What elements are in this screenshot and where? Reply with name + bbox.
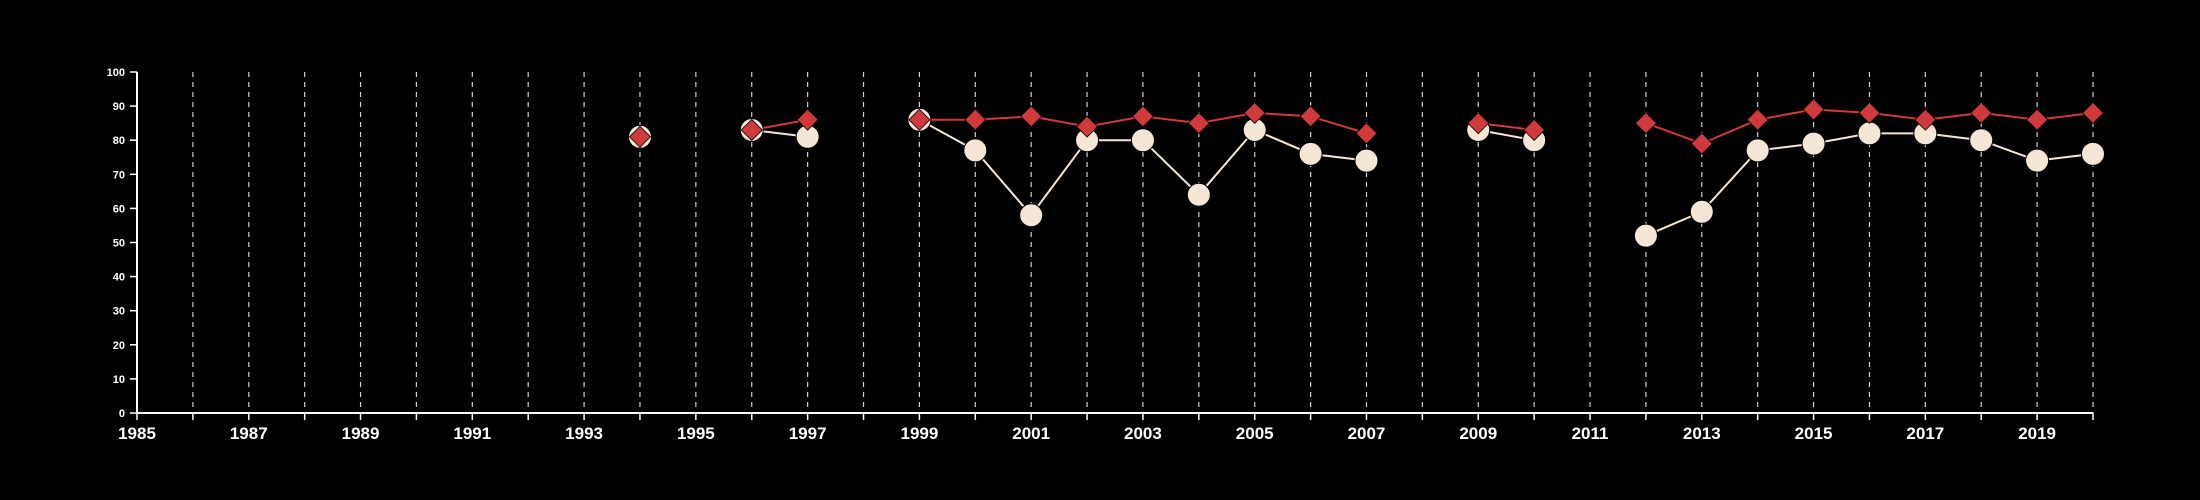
y-tick-label: 0 [119,408,125,420]
series-1-point-2014 [1746,108,1769,131]
x-tick-label: 1995 [677,424,715,443]
series-1-point-2002 [1075,115,1099,138]
series-0-point-2014 [1745,138,1770,163]
series-0-point-2001 [1019,203,1044,228]
y-tick-label: 40 [113,272,125,284]
y-tick-label: 50 [113,238,125,250]
series-1-point-2012 [1634,112,1657,135]
series-1-point-2001 [1020,105,1043,128]
y-tick-label: 90 [113,101,125,113]
series-0-point-2018 [1969,128,1994,153]
x-tick-label: 1989 [342,424,380,443]
series-0-point-2000 [963,138,988,163]
series-0-point-2015 [1801,131,1826,156]
series-0-point-2003 [1130,128,1155,153]
series-0-point-2020 [2081,141,2105,166]
series-1-point-2005 [1243,101,1266,124]
series-0-point-2006 [1298,141,1323,166]
series-0-point-2007 [1354,148,1379,173]
y-tick-label: 70 [113,169,125,181]
series-1-point-2020 [2081,101,2105,124]
series-1-point-2009 [1467,112,1490,135]
x-tick-label: 2007 [1348,424,1386,443]
x-tick-label: 2003 [1124,424,1162,443]
series-1-point-2013 [1690,132,1713,155]
series-1-point-2018 [1970,101,1993,124]
series-1-point-1996 [740,118,763,142]
x-tick-label: 2013 [1683,424,1721,443]
x-tick-label: 1999 [900,424,938,443]
series-1-point-1997 [796,108,819,131]
y-tick-label: 20 [113,340,125,352]
x-tick-label: 2009 [1459,424,1497,443]
y-tick-label: 100 [107,67,125,79]
series-0-point-2004 [1186,182,1211,207]
x-tick-label: 2001 [1012,424,1050,443]
series-0-point-2019 [2025,148,2050,173]
series-1-point-1999 [908,108,931,131]
y-tick-label: 80 [113,135,125,147]
x-tick-label: 2005 [1236,424,1274,443]
y-tick-label: 60 [113,203,125,215]
x-tick-label: 2015 [1795,424,1833,443]
x-tick-label: 2011 [1572,424,1609,443]
series-1-point-2000 [964,108,987,131]
series-1-point-2006 [1299,105,1322,128]
series-0-point-2013 [1689,199,1714,224]
y-tick-label: 30 [113,306,125,318]
series-1-point-2004 [1187,112,1210,135]
series-0-point-2012 [1633,223,1658,248]
x-tick-label: 2019 [2018,424,2056,443]
x-tick-label: 1991 [453,424,491,443]
x-tick-label: 1985 [118,424,156,443]
series-1-point-2007 [1355,122,1378,145]
series-1-point-2010 [1523,118,1546,142]
x-tick-label: 1987 [230,424,268,443]
series-1-point-2003 [1131,105,1155,128]
series-1-point-2015 [1802,98,1825,121]
x-tick-label: 1993 [565,424,603,443]
series-0-point-2016 [1857,121,1882,146]
x-tick-label: 2017 [1906,424,1944,443]
series-1-point-2016 [1858,101,1881,124]
y-tick-label: 10 [113,374,125,386]
series-1-point-2019 [2026,108,2049,131]
x-tick-label: 1997 [789,424,827,443]
series-1-point-1994 [628,125,652,148]
series-1-point-2017 [1914,108,1937,131]
